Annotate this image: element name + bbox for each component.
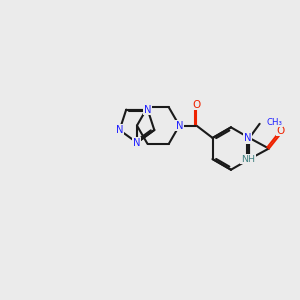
Text: N: N	[144, 105, 152, 115]
Text: O: O	[277, 126, 285, 136]
Text: NH: NH	[241, 154, 255, 164]
Text: N: N	[116, 125, 123, 135]
Text: N: N	[176, 121, 183, 130]
Text: N: N	[133, 138, 141, 148]
Text: N: N	[244, 133, 252, 143]
Text: CH₃: CH₃	[266, 118, 282, 127]
Text: O: O	[192, 100, 200, 110]
